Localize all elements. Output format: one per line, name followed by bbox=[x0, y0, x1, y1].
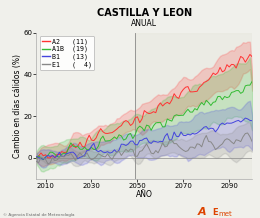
Text: met: met bbox=[218, 211, 232, 217]
X-axis label: AÑO: AÑO bbox=[136, 190, 153, 199]
Text: E: E bbox=[212, 208, 218, 217]
Bar bbox=[135, 33, 252, 179]
Text: © Agencia Estatal de Meteorología: © Agencia Estatal de Meteorología bbox=[3, 213, 74, 217]
Text: CASTILLA Y LEON: CASTILLA Y LEON bbox=[97, 8, 192, 18]
Text: A: A bbox=[198, 207, 206, 217]
Text: ANUAL: ANUAL bbox=[131, 19, 157, 28]
Y-axis label: Cambio en días cálidos (%): Cambio en días cálidos (%) bbox=[13, 54, 22, 158]
Legend: A2   (11), A1B  (19), B1   (13), E1   (  4): A2 (11), A1B (19), B1 (13), E1 ( 4) bbox=[40, 36, 94, 70]
